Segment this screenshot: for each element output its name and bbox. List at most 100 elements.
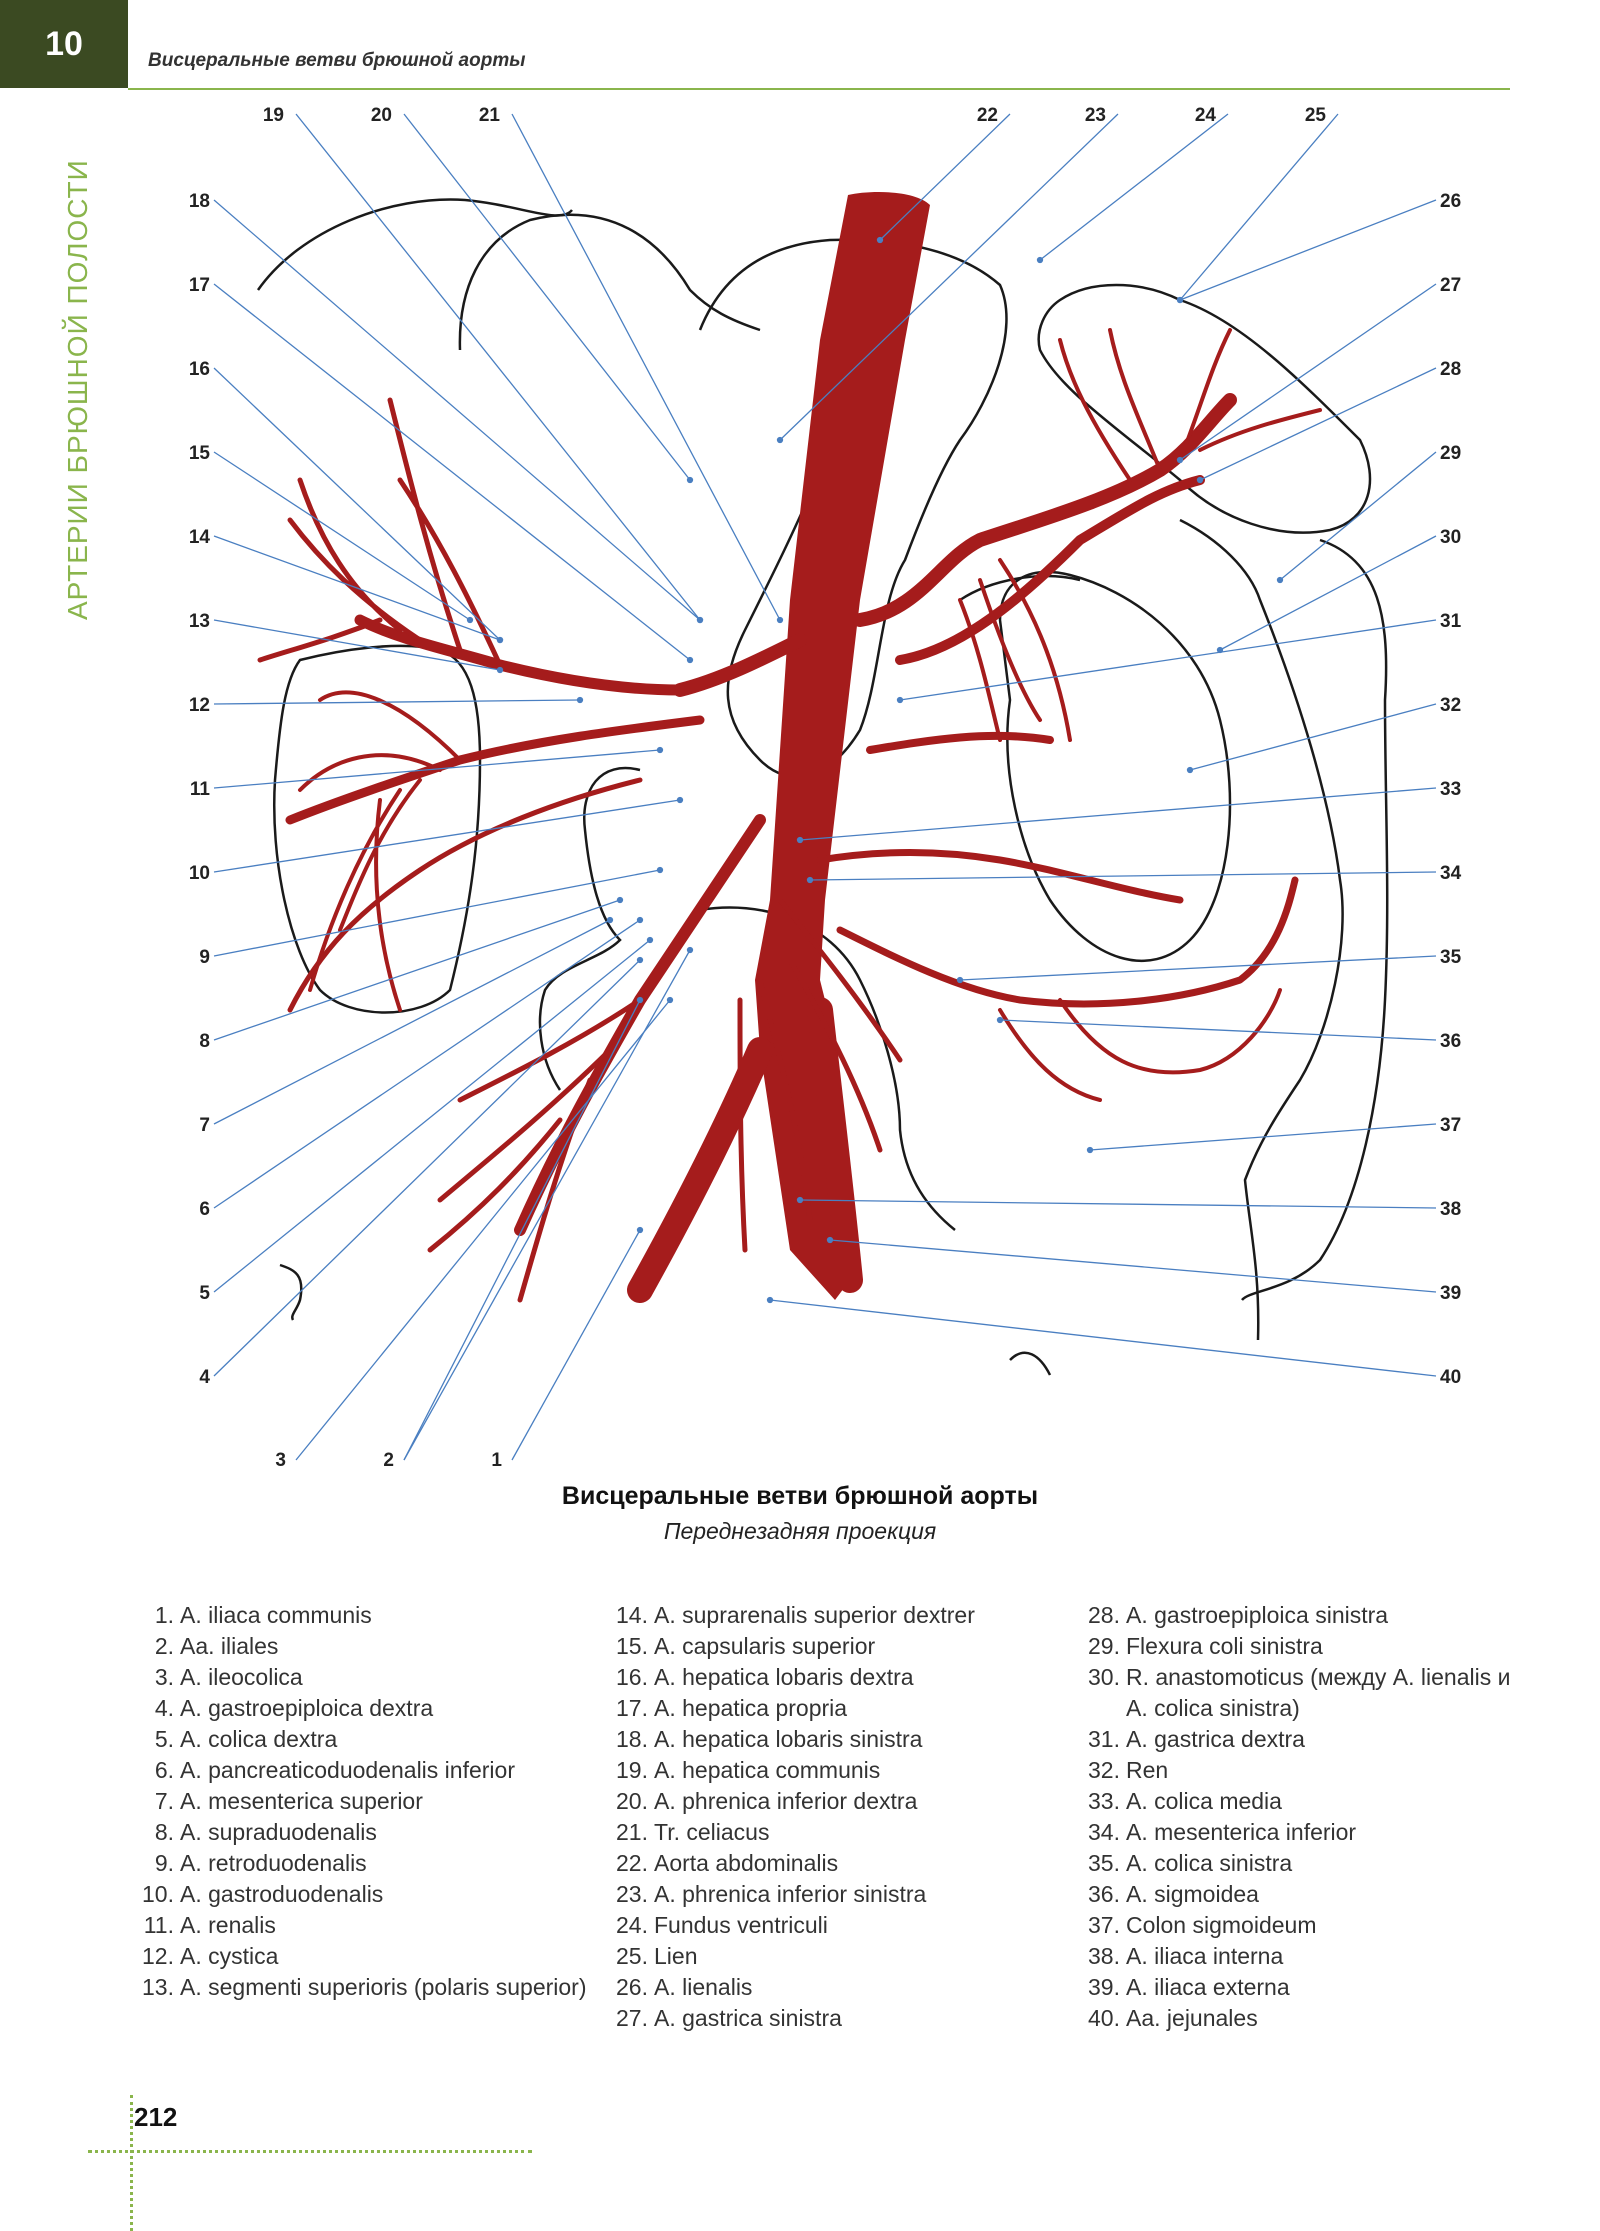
leader-line [879,113,1011,241]
legend-item-number: 6. [154,1757,174,1783]
legend-item: 6. A. pancreaticoduodenalis inferior [130,1755,590,1786]
legend-item-number: 14. [616,1602,648,1628]
legend-item-label: A. colica sinistra [1126,1850,1293,1876]
legend-item-label: A. supraduodenalis [180,1819,377,1845]
leader-dot [1186,766,1194,774]
legend-item: 30. R. anastomoticus (между A. lienalis и… [1060,1662,1530,1724]
callout-number: 13 [189,611,210,632]
leader-dot [606,916,614,924]
legend-item: 40. Aa. jejunales [1060,2003,1530,2034]
legend-item-label: A. capsularis superior [654,1633,876,1659]
legend-item: 35. A. colica sinistra [1060,1848,1530,1879]
leader-dot [1036,256,1044,264]
callout-number: 40 [1440,1367,1461,1388]
legend-item-label: A. hepatica lobaris dextra [654,1664,914,1690]
legend-item-number: 20. [616,1788,648,1814]
legend-item: 7. A. mesenterica superior [130,1786,590,1817]
legend-item: 36. A. sigmoidea [1060,1879,1530,1910]
callout-number: 18 [189,191,210,212]
legend-item-label: Fundus ventriculi [654,1912,828,1938]
jejunales-fan [737,897,903,1253]
gastroepiploica-dextra [287,777,643,1013]
callout-number: 36 [1440,1031,1461,1052]
footer-dotted-rule [88,2150,532,2153]
legend-item: 27. A. gastrica sinistra [590,2003,1060,2034]
legend-item: 3. A. ileocolica [130,1662,590,1693]
figure-caption-subtitle: Переднезадняя проекция [663,1518,937,1544]
legend-item-label: A. suprarenalis superior dextrer [654,1602,975,1628]
leader-dot [576,696,584,704]
legend-item-number: 16. [616,1664,648,1690]
left-kidney-outline [998,570,1232,963]
callout-number: 15 [189,443,211,464]
leader-line [213,919,641,1209]
legend-item-number: 8. [154,1819,174,1845]
legend-item: 10. A. gastroduodenalis [130,1879,590,1910]
legend-item-number: 36. [1088,1881,1120,1907]
legend-item: 23. A. phrenica inferior sinistra [590,1879,1060,1910]
renal-right-branches [298,690,462,1012]
leader-line [403,113,691,481]
leader-line [511,113,781,621]
leader-dot [686,656,694,664]
callout-number: 17 [189,275,210,296]
leader-dot [666,996,674,1004]
leader-dot [496,636,504,644]
legend-item-number: 25. [616,1943,648,1969]
legend-item-number: 28. [1088,1602,1120,1628]
legend-item: 18. A. hepatica lobaris sinistra [590,1724,1060,1755]
leader-line [1179,199,1437,301]
legend-item: 31. A. gastrica dextra [1060,1724,1530,1755]
legend-item-number: 22. [616,1850,648,1876]
chapter-number: 10 [45,24,83,63]
legend-item: 4. A. gastroepiploica dextra [130,1693,590,1724]
legend-item: 16. A. hepatica lobaris dextra [590,1662,1060,1693]
legend-item-number: 12. [142,1943,174,1969]
leader-line [779,113,1119,441]
callout-number: 24 [1195,105,1217,126]
lienalis [853,393,1237,627]
callout-number: 16 [189,359,210,380]
legend-item-number: 11. [143,1912,174,1938]
leader-line [403,999,641,1461]
callout-number: 1 [491,1450,502,1471]
leader-line [999,1019,1437,1041]
legend-item-label: A. gastroduodenalis [180,1881,384,1907]
legend-item-label: Aorta abdominalis [654,1850,839,1876]
figure-caption-title: Висцеральные ветви брюшной аорты [561,1482,1039,1510]
legend-item-number: 37. [1088,1912,1120,1938]
leader-dot [636,996,644,1004]
callout-number: 7 [199,1115,210,1136]
colica-media [816,849,1184,904]
legend-item-number: 4. [154,1695,174,1721]
leader-line [1039,113,1229,261]
leader-dot [996,1016,1004,1024]
legend-item-label: A. gastroepiploica sinistra [1126,1602,1389,1628]
callout-number: 25 [1305,105,1327,126]
callout-number: 11 [190,779,211,800]
legend-item-number: 2. [154,1633,174,1659]
celiac-trunk [673,633,807,697]
legend-item-label: A. iliaca interna [1126,1943,1284,1969]
leader-dot [466,616,474,624]
leader-line [511,1229,641,1461]
hepatic-right-branches [257,397,503,668]
legend-item-label: Colon sigmoideum [1126,1912,1317,1938]
legend-item-label: A. cystica [180,1943,279,1969]
legend-item-label: Tr. celiacus [654,1819,770,1845]
callout-number: 12 [189,695,210,716]
legend-item: 37. Colon sigmoideum [1060,1910,1530,1941]
leader-dot [686,476,694,484]
leader-line [1279,451,1437,581]
legend-item-label: A. ileocolica [180,1664,303,1690]
callout-number: 26 [1440,191,1461,212]
sigmoid-branches [998,988,1282,1102]
legend-item-label: A. hepatica lobaris sinistra [654,1726,923,1752]
callout-number: 19 [263,105,284,126]
legend-item-number: 19. [616,1757,648,1783]
legend-column-2: 14. A. suprarenalis superior dextrer 15. A.… [590,1600,1060,2034]
legend-item-number: 38. [1088,1943,1120,1969]
leader-dot [806,876,814,884]
callout-number: 37 [1440,1115,1461,1136]
